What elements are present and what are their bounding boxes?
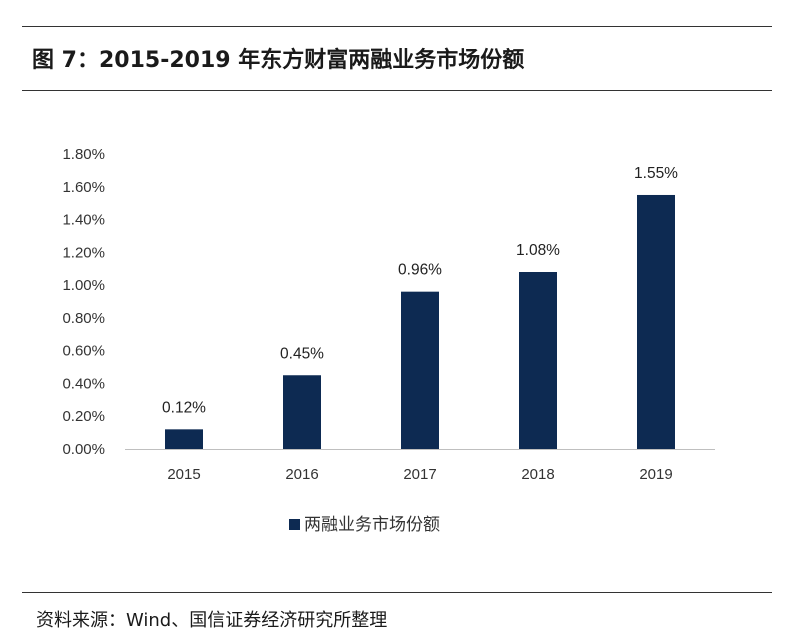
source-note: 资料来源：Wind、国信证券经济研究所整理 (36, 610, 388, 631)
x-tick-label: 2019 (639, 466, 672, 483)
legend-swatch (289, 519, 300, 530)
x-tick-label: 2017 (403, 466, 436, 483)
bar (637, 194, 675, 449)
y-tick-label: 0.00% (62, 441, 105, 458)
data-label: 0.12% (162, 399, 206, 416)
y-tick-label: 0.40% (62, 375, 105, 392)
legend: 两融业务市场份额 (289, 515, 440, 535)
bar (165, 429, 203, 449)
y-tick-label: 1.60% (62, 179, 105, 196)
x-tick-label: 2018 (521, 466, 554, 483)
y-tick-label: 1.00% (62, 277, 105, 294)
y-tick-label: 0.20% (62, 408, 105, 425)
y-tick-label: 1.20% (62, 244, 105, 261)
chart-title: 图 7：2015-2019 年东方财富两融业务市场份额 (32, 48, 525, 73)
y-tick-label: 1.40% (62, 212, 105, 229)
data-label: 1.55% (634, 165, 678, 182)
bar (401, 291, 439, 449)
x-tick-label: 2016 (285, 466, 318, 483)
bottom-rule (22, 592, 772, 593)
data-label: 0.45% (280, 345, 324, 362)
data-labels: 0.12% 0.45% 0.96% 1.08% 1.55% (162, 165, 678, 416)
x-axis-ticks: 2015 2016 2017 2018 2019 (167, 466, 672, 483)
title-rule (22, 90, 772, 91)
legend-label: 两融业务市场份额 (304, 515, 440, 535)
bars (165, 194, 675, 449)
y-tick-label: 0.60% (62, 343, 105, 360)
y-axis-ticks: 0.00% 0.20% 0.40% 0.60% 0.80% 1.00% 1.20% 1.40%… (62, 146, 105, 458)
bar (519, 272, 557, 449)
top-rule (22, 26, 772, 27)
x-tick-label: 2015 (167, 466, 200, 483)
bar (283, 375, 321, 449)
bar-chart: 0.00% 0.20% 0.40% 0.60% 0.80% 1.00% 1.20% 1.40%… (62, 146, 715, 535)
y-tick-label: 0.80% (62, 310, 105, 327)
data-label: 1.08% (516, 242, 560, 259)
data-label: 0.96% (398, 262, 442, 279)
y-tick-label: 1.80% (62, 146, 105, 163)
